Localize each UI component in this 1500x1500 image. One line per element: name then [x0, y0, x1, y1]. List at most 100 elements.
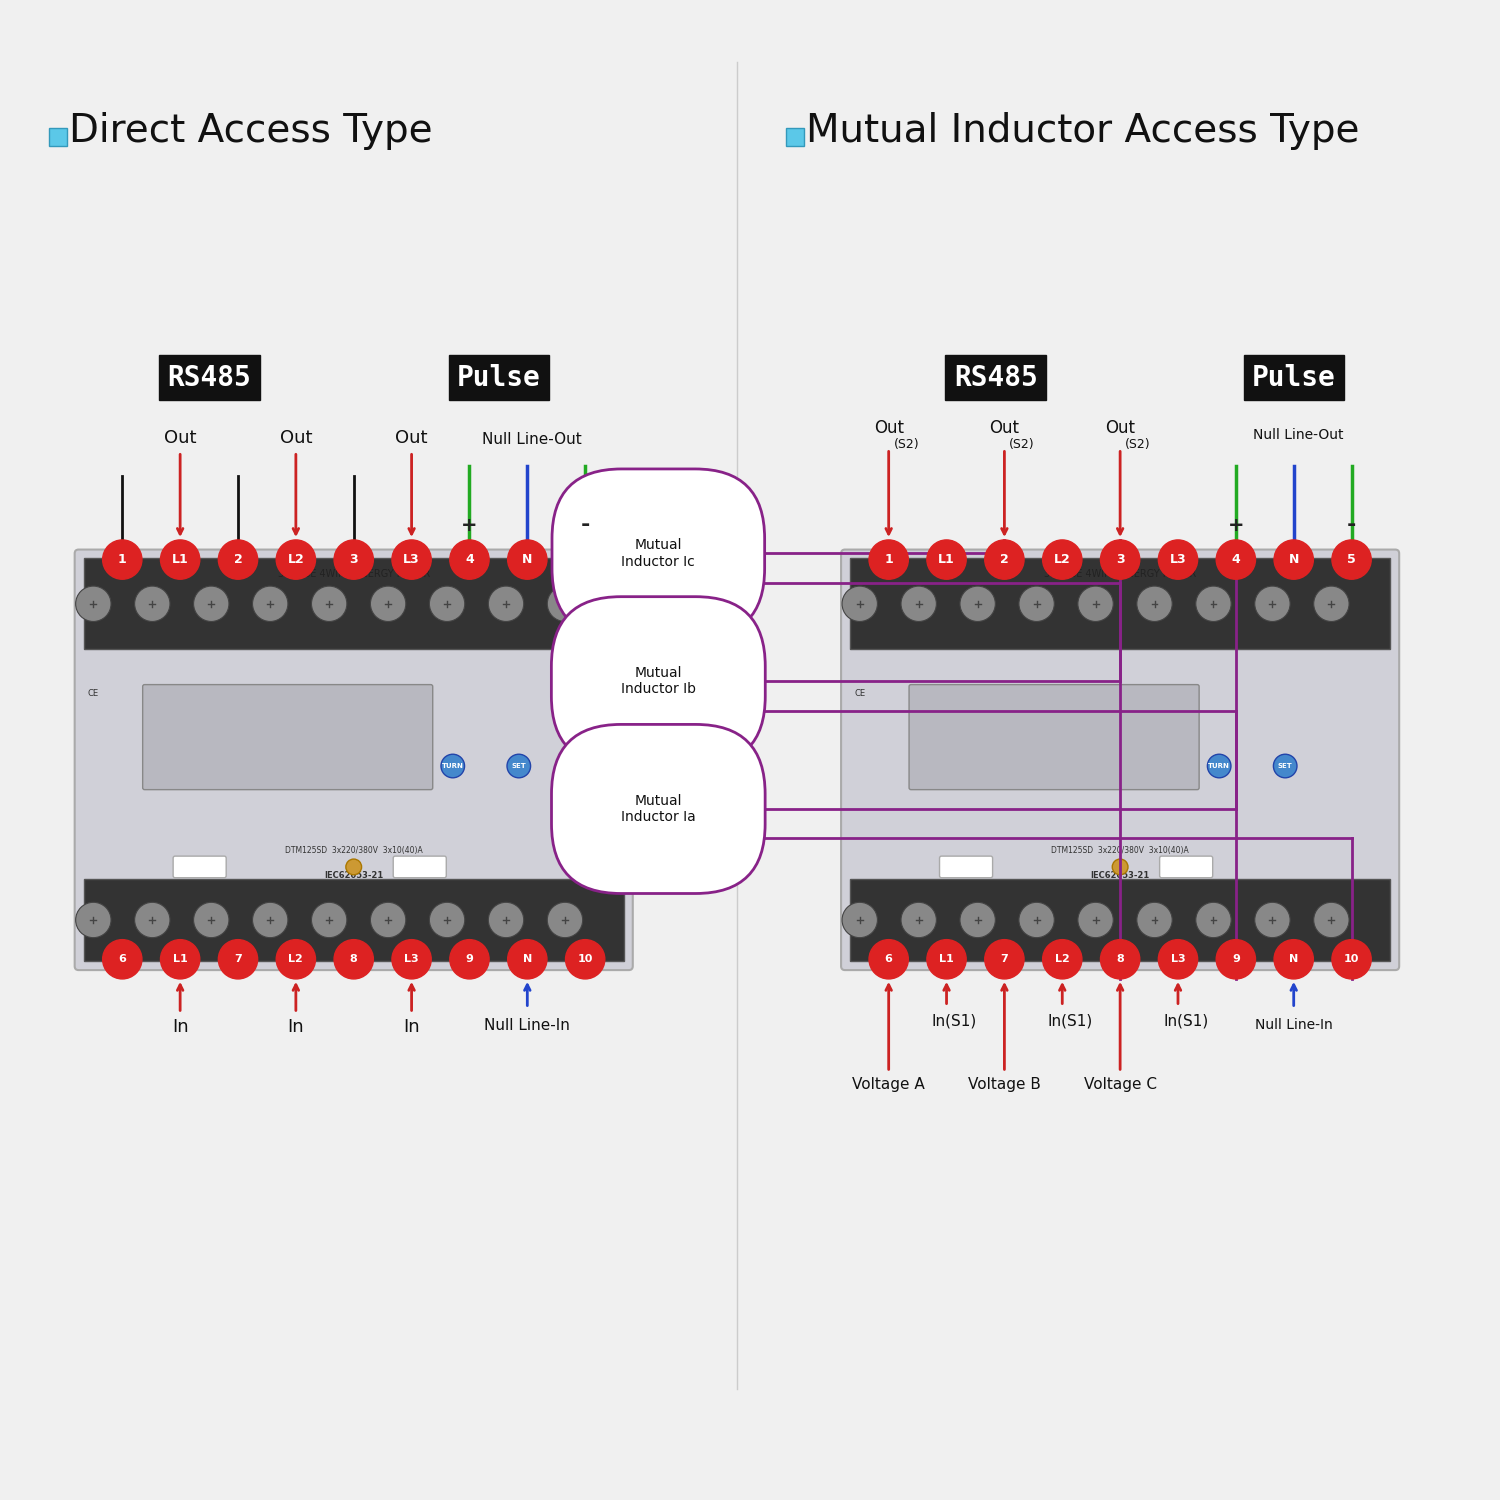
Text: L2: L2	[288, 554, 304, 566]
Bar	[50, 128, 68, 146]
Text: L3: L3	[1170, 954, 1185, 964]
Bar	[850, 879, 1390, 962]
Circle shape	[927, 540, 966, 579]
Text: 1: 1	[885, 554, 892, 566]
Circle shape	[252, 586, 288, 621]
Text: RS485: RS485	[954, 364, 1038, 392]
Circle shape	[507, 754, 531, 778]
Text: 2: 2	[234, 554, 243, 566]
Circle shape	[1078, 903, 1113, 938]
Circle shape	[1254, 586, 1290, 621]
Text: Out: Out	[396, 429, 427, 447]
Circle shape	[960, 586, 996, 621]
Text: In: In	[404, 1019, 420, 1036]
Circle shape	[1019, 586, 1054, 621]
Circle shape	[276, 939, 315, 980]
Text: 6: 6	[118, 954, 126, 964]
Text: TURN: TURN	[442, 764, 464, 770]
Circle shape	[160, 939, 200, 980]
Text: SET: SET	[1278, 764, 1293, 770]
Circle shape	[370, 586, 406, 621]
Circle shape	[1332, 939, 1371, 980]
Text: (S2): (S2)	[894, 438, 920, 452]
Text: N: N	[1288, 554, 1299, 566]
Text: N: N	[1288, 954, 1299, 964]
Circle shape	[102, 540, 142, 579]
Circle shape	[1314, 903, 1348, 938]
FancyBboxPatch shape	[1160, 856, 1212, 877]
Circle shape	[1158, 939, 1197, 980]
Text: Out: Out	[164, 429, 196, 447]
FancyBboxPatch shape	[909, 684, 1198, 789]
Text: (S2): (S2)	[1125, 438, 1150, 452]
Circle shape	[842, 586, 878, 621]
Text: Pulse: Pulse	[458, 364, 542, 392]
Circle shape	[1314, 586, 1348, 621]
Text: Null Line-Out: Null Line-Out	[1254, 427, 1344, 441]
Circle shape	[1042, 540, 1082, 579]
Text: +: +	[460, 516, 477, 536]
Circle shape	[1137, 903, 1172, 938]
Text: 4: 4	[1232, 554, 1240, 566]
FancyBboxPatch shape	[393, 856, 447, 877]
Text: (S2): (S2)	[1010, 438, 1035, 452]
Text: L1: L1	[938, 554, 956, 566]
Text: 3: 3	[1116, 554, 1125, 566]
Circle shape	[1196, 586, 1231, 621]
Circle shape	[219, 939, 258, 980]
Text: RS485: RS485	[168, 364, 252, 392]
Text: Null Line-In: Null Line-In	[484, 1019, 570, 1034]
Circle shape	[489, 586, 524, 621]
Circle shape	[1274, 540, 1314, 579]
Text: L3: L3	[404, 554, 420, 566]
Circle shape	[370, 903, 406, 938]
Circle shape	[960, 903, 996, 938]
Text: 8: 8	[350, 954, 357, 964]
Circle shape	[1158, 540, 1197, 579]
Text: IEC62053-21: IEC62053-21	[324, 871, 384, 880]
Text: 1: 1	[118, 554, 126, 566]
Text: 10: 10	[1344, 954, 1359, 964]
Circle shape	[1078, 586, 1113, 621]
Circle shape	[334, 939, 374, 980]
Circle shape	[450, 939, 489, 980]
Text: Out: Out	[990, 419, 1020, 436]
Circle shape	[392, 540, 430, 579]
Text: 3PHASE 4WIRE ENERGY METER: 3PHASE 4WIRE ENERGY METER	[278, 568, 430, 579]
Text: 4: 4	[465, 554, 474, 566]
FancyBboxPatch shape	[172, 856, 226, 877]
Circle shape	[566, 540, 604, 579]
Text: 5: 5	[1347, 554, 1356, 566]
Circle shape	[252, 903, 288, 938]
Circle shape	[1216, 540, 1255, 579]
Circle shape	[276, 540, 315, 579]
Text: 9: 9	[1232, 954, 1240, 964]
Circle shape	[566, 939, 604, 980]
Circle shape	[1254, 903, 1290, 938]
FancyBboxPatch shape	[75, 549, 633, 970]
Text: CE: CE	[853, 690, 865, 699]
Circle shape	[312, 586, 346, 621]
Text: +: +	[1227, 516, 1244, 536]
Text: L1: L1	[939, 954, 954, 964]
Circle shape	[1042, 939, 1082, 980]
Text: Voltage A: Voltage A	[852, 1077, 926, 1092]
Circle shape	[429, 586, 465, 621]
Text: N: N	[522, 954, 532, 964]
Text: Mutual Inductor Access Type: Mutual Inductor Access Type	[806, 112, 1359, 150]
Text: In(S1): In(S1)	[932, 1014, 976, 1029]
Circle shape	[1137, 586, 1172, 621]
Text: L1: L1	[172, 954, 188, 964]
Text: Null Line-Out: Null Line-Out	[483, 432, 582, 447]
Text: 10: 10	[578, 954, 592, 964]
FancyBboxPatch shape	[842, 549, 1400, 970]
Circle shape	[1113, 859, 1128, 874]
Circle shape	[194, 586, 230, 621]
Text: Voltage B: Voltage B	[968, 1077, 1041, 1092]
Text: 7: 7	[1000, 954, 1008, 964]
Circle shape	[868, 540, 909, 579]
Circle shape	[135, 903, 170, 938]
Text: In: In	[172, 1019, 189, 1036]
Circle shape	[842, 903, 878, 938]
Text: CE: CE	[88, 690, 99, 699]
